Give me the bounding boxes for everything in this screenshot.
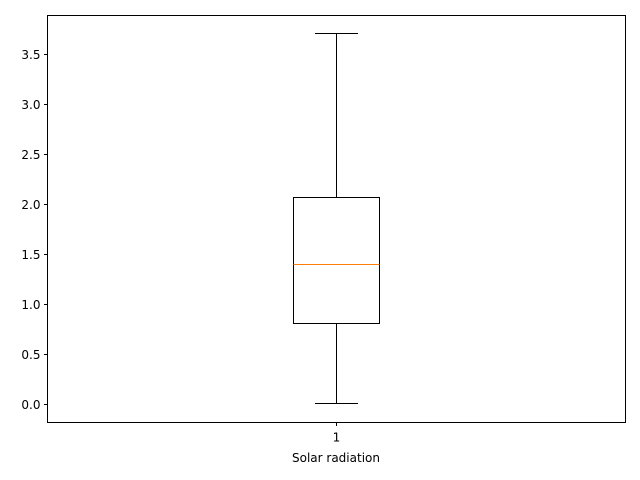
y-tick-label: 1.0 xyxy=(21,298,40,312)
y-tick-label: 1.5 xyxy=(21,248,40,262)
x-tick-label: 1 xyxy=(333,431,341,445)
y-tick-label: 3.5 xyxy=(21,48,40,62)
y-tick-label: 2.0 xyxy=(21,198,40,212)
x-axis-label: Solar radiation xyxy=(292,451,380,465)
y-tick-label: 3.0 xyxy=(21,98,40,112)
y-tick-label: 0.5 xyxy=(21,348,40,362)
y-tick-label: 0.0 xyxy=(21,398,40,412)
y-tick-label: 2.5 xyxy=(21,148,40,162)
box-iqr xyxy=(293,197,380,324)
